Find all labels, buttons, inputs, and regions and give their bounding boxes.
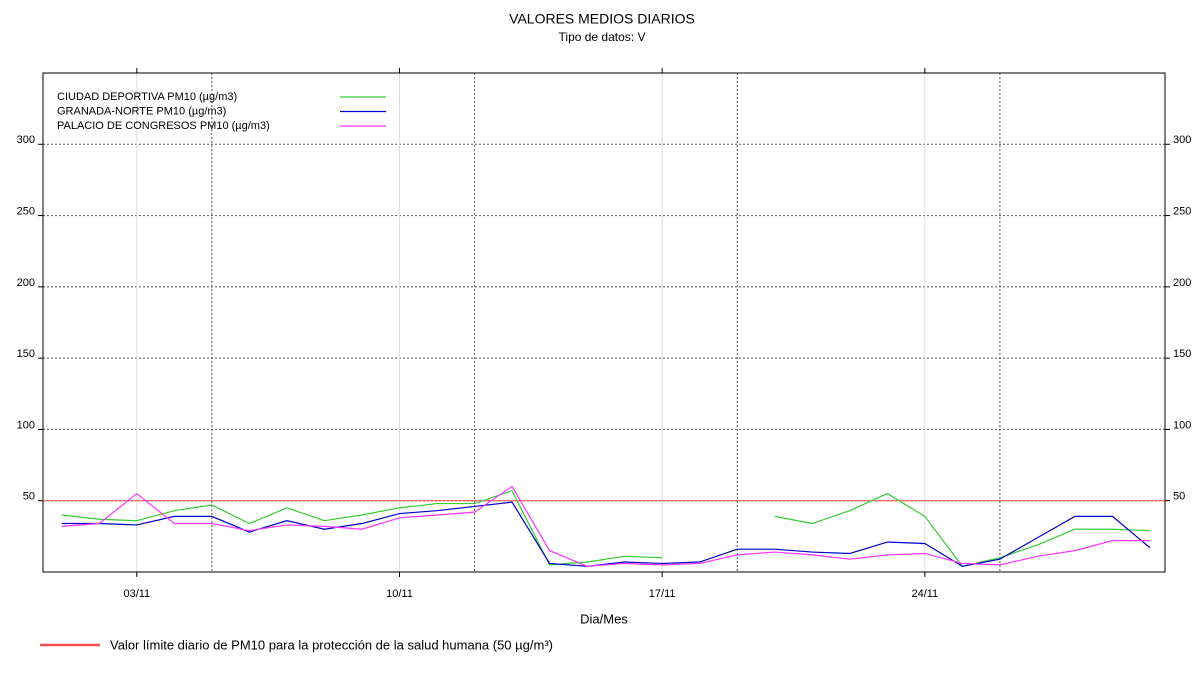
limit-legend-label: Valor límite diario de PM10 para la prot… [110, 637, 553, 652]
y-tick-label: 250 [17, 205, 35, 217]
legend-label: CIUDAD DEPORTIVA PM10 (µg/m3) [57, 91, 237, 103]
legend-label: GRANADA-NORTE PM10 (µg/m3) [57, 105, 226, 117]
x-tick-label: 24/11 [911, 588, 938, 600]
y-tick-label: 100 [17, 419, 35, 431]
chart-title: VALORES MEDIOS DIARIOS [509, 11, 695, 27]
y2-tick-label: 100 [1173, 419, 1191, 431]
y2-tick-label: 250 [1173, 205, 1191, 217]
y-tick-label: 50 [23, 491, 35, 503]
chart-subtitle: Tipo de datos: V [559, 30, 646, 44]
y-tick-label: 150 [17, 348, 35, 360]
y2-tick-label: 50 [1173, 491, 1185, 503]
y-tick-label: 200 [17, 277, 35, 289]
series-line [61, 489, 1151, 567]
x-axis-label: Dia/Mes [580, 611, 628, 626]
x-tick-label: 03/11 [123, 588, 150, 600]
y2-tick-label: 200 [1173, 277, 1191, 289]
x-tick-label: 10/11 [386, 588, 413, 600]
legend-label: PALACIO DE CONGRESOS PM10 (µg/m3) [57, 120, 270, 132]
y2-tick-label: 150 [1173, 348, 1191, 360]
y-tick-label: 300 [17, 134, 35, 146]
x-tick-label: 17/11 [649, 588, 676, 600]
y2-tick-label: 300 [1173, 134, 1191, 146]
plot-frame [42, 72, 1166, 573]
series-line [61, 485, 1150, 567]
